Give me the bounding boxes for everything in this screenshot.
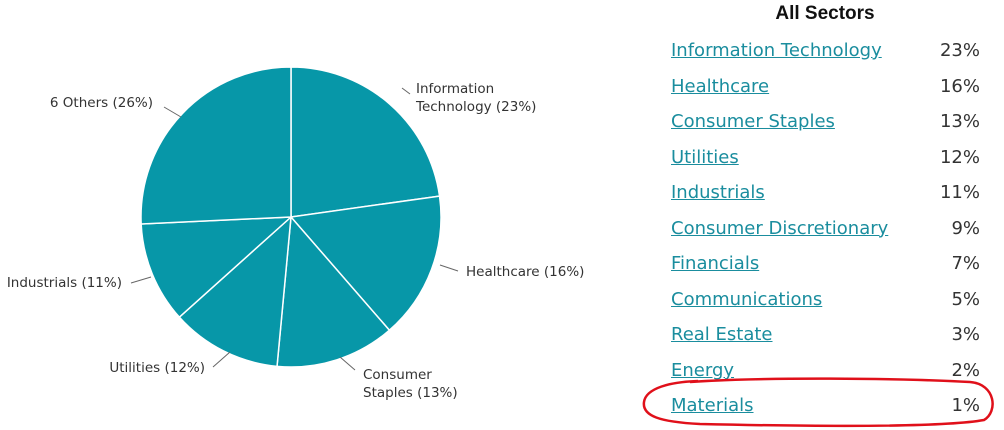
sector-percentage: 12% xyxy=(939,146,980,168)
sector-percentage: 11% xyxy=(939,182,980,203)
sector-link-healthcare[interactable]: Healthcare xyxy=(671,75,770,97)
pie-slice-utilities[interactable] xyxy=(178,215,292,368)
pie-leader-line xyxy=(130,276,152,284)
pie-leader-line xyxy=(439,264,459,272)
sector-row: Utilities 12% xyxy=(671,147,980,177)
pie-label: Information Technology (23%) xyxy=(415,81,536,115)
pie-slice-6-others[interactable] xyxy=(140,66,292,225)
sector-link-real-estate[interactable]: Real Estate xyxy=(671,324,773,345)
sector-link-industrials[interactable]: Industrials xyxy=(671,182,765,203)
sector-percentage: 2% xyxy=(951,359,980,381)
pie-leader-line xyxy=(212,351,231,368)
pie-leader-line xyxy=(401,87,411,95)
sector-link-utilities[interactable]: Utilities xyxy=(671,146,739,168)
sector-link-financials[interactable]: Financials xyxy=(671,253,760,274)
pie-leader-line xyxy=(163,106,182,118)
sector-list-panel: All Sectors Information Technology 23% Hea… xyxy=(660,0,990,430)
sector-link-energy[interactable]: Energy xyxy=(671,359,735,381)
sector-percentage: 23% xyxy=(939,40,980,61)
sector-row: Financials 7% xyxy=(671,253,980,283)
hand-drawn-highlight-circle xyxy=(642,377,994,428)
pie-slice-information-technology[interactable] xyxy=(290,66,441,218)
sector-percentage: 7% xyxy=(951,253,980,274)
pie-label: Healthcare (16%) xyxy=(466,264,584,280)
sector-link-consumer-discretionary[interactable]: Consumer Discretionary xyxy=(671,217,889,239)
sector-link-consumer-staples[interactable]: Consumer Staples xyxy=(671,111,835,132)
sector-row: Healthcare 16% xyxy=(671,76,980,106)
sector-row: Consumer Staples 13% xyxy=(671,111,980,141)
pie-label: 6 Others (26%) xyxy=(50,95,153,111)
sector-percentage: 16% xyxy=(939,75,980,97)
sector-row: Real Estate 3% xyxy=(671,324,980,354)
sector-pie-chart: Information Technology (23%) Healthcare (1… xyxy=(7,66,584,401)
sector-link-materials[interactable]: Materials xyxy=(671,395,754,416)
sector-percentage: 9% xyxy=(951,217,980,239)
pie-slice-industrials[interactable] xyxy=(140,216,294,319)
pie-label: Utilities (12%) xyxy=(109,360,205,376)
pie-slice-consumer-staples[interactable] xyxy=(276,215,391,368)
sector-percentage: 5% xyxy=(951,288,980,310)
pie-leader-line xyxy=(339,356,356,371)
sector-row: Materials 1% xyxy=(671,395,980,425)
sector-link-information-technology[interactable]: Information Technology xyxy=(671,40,882,61)
sector-row: Consumer Discretionary 9% xyxy=(671,218,980,248)
sector-percentage: 3% xyxy=(951,324,980,345)
pie-slice-healthcare[interactable] xyxy=(289,195,442,332)
pie-label: Industrials (11%) xyxy=(7,275,122,291)
pie-chart-svg: Information Technology (23%) Healthcare (1… xyxy=(7,66,584,401)
sector-percentage: 13% xyxy=(939,111,980,132)
sector-link-communications[interactable]: Communications xyxy=(671,288,823,310)
sector-row: Energy 2% xyxy=(671,360,980,390)
pie-label: Consumer Staples (13%) xyxy=(363,367,458,401)
sector-row: Industrials 11% xyxy=(671,182,980,212)
sector-row: Communications 5% xyxy=(671,289,980,319)
sector-percentage: 1% xyxy=(951,395,980,416)
sector-row: Information Technology 23% xyxy=(671,40,980,70)
panel-title: All Sectors xyxy=(775,3,875,24)
